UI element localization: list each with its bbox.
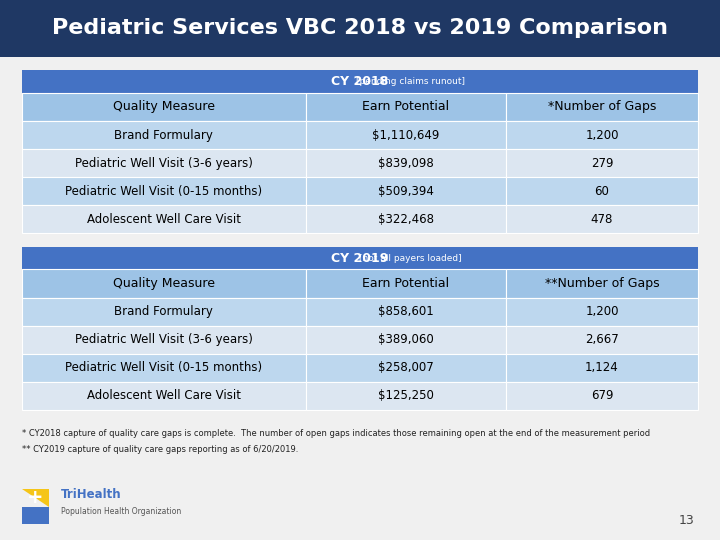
Text: +: +: [27, 488, 43, 508]
Bar: [22, 354, 306, 382]
Text: $858,601: $858,601: [378, 305, 433, 318]
Text: Pediatric Well Visit (3-6 years): Pediatric Well Visit (3-6 years): [75, 333, 253, 346]
Text: Pediatric Services VBC 2018 vs 2019 Comparison: Pediatric Services VBC 2018 vs 2019 Comp…: [52, 18, 668, 38]
Bar: [306, 121, 505, 149]
Bar: [306, 354, 505, 382]
Text: Pediatric Well Visit (3-6 years): Pediatric Well Visit (3-6 years): [75, 157, 253, 170]
Bar: [306, 269, 505, 298]
Bar: [505, 149, 698, 177]
Text: ** CY2019 capture of quality care gaps reporting as of 6/20/2019.: ** CY2019 capture of quality care gaps r…: [22, 445, 298, 454]
Bar: [505, 121, 698, 149]
Text: $258,007: $258,007: [378, 361, 433, 374]
Text: Earn Potential: Earn Potential: [362, 277, 449, 290]
Text: $1,110,649: $1,110,649: [372, 129, 439, 141]
Text: Pediatric Well Visit (0-15 months): Pediatric Well Visit (0-15 months): [66, 185, 262, 198]
Text: CY 2019: CY 2019: [331, 252, 389, 265]
Bar: [0, 0, 720, 57]
Bar: [22, 382, 306, 410]
Text: Quality Measure: Quality Measure: [113, 277, 215, 290]
Bar: [505, 298, 698, 326]
Text: 679: 679: [590, 389, 613, 402]
Bar: [306, 298, 505, 326]
Bar: [505, 326, 698, 354]
Bar: [306, 326, 505, 354]
Text: Brand Formulary: Brand Formulary: [114, 129, 213, 141]
Text: Population Health Organization: Population Health Organization: [61, 508, 181, 516]
Text: 1,124: 1,124: [585, 361, 618, 374]
Text: Brand Formulary: Brand Formulary: [114, 305, 213, 318]
Text: Adolescent Well Care Visit: Adolescent Well Care Visit: [86, 213, 240, 226]
Text: 279: 279: [590, 157, 613, 170]
Bar: [22, 247, 698, 269]
Bar: [22, 177, 306, 205]
Text: **Number of Gaps: **Number of Gaps: [544, 277, 660, 290]
Text: [pending claims runout]: [pending claims runout]: [356, 77, 465, 86]
Bar: [22, 70, 698, 93]
Text: Quality Measure: Quality Measure: [113, 100, 215, 113]
Bar: [22, 507, 49, 524]
Bar: [22, 269, 306, 298]
Text: CY 2018: CY 2018: [331, 75, 389, 88]
Bar: [22, 205, 306, 233]
Text: $839,098: $839,098: [378, 157, 433, 170]
Text: Earn Potential: Earn Potential: [362, 100, 449, 113]
Bar: [306, 382, 505, 410]
Bar: [505, 382, 698, 410]
Text: 13: 13: [679, 514, 695, 526]
Text: TriHealth: TriHealth: [61, 488, 122, 501]
Bar: [505, 354, 698, 382]
Text: 1,200: 1,200: [585, 129, 618, 141]
Text: Adolescent Well Care Visit: Adolescent Well Care Visit: [86, 389, 240, 402]
Bar: [306, 93, 505, 121]
Bar: [306, 177, 505, 205]
Bar: [306, 205, 505, 233]
Bar: [22, 298, 306, 326]
Bar: [22, 326, 306, 354]
Text: 60: 60: [595, 185, 609, 198]
Text: $389,060: $389,060: [378, 333, 433, 346]
Text: [not all payers loaded]: [not all payers loaded]: [359, 254, 462, 262]
Bar: [22, 93, 306, 121]
Text: *Number of Gaps: *Number of Gaps: [548, 100, 656, 113]
Text: 2,667: 2,667: [585, 333, 618, 346]
Bar: [505, 269, 698, 298]
Bar: [22, 149, 306, 177]
Text: * CY2018 capture of quality care gaps is complete.  The number of open gaps indi: * CY2018 capture of quality care gaps is…: [22, 429, 649, 438]
Text: $509,394: $509,394: [378, 185, 433, 198]
Bar: [505, 177, 698, 205]
Text: $322,468: $322,468: [378, 213, 433, 226]
Text: 478: 478: [591, 213, 613, 226]
Text: $125,250: $125,250: [378, 389, 433, 402]
Bar: [306, 149, 505, 177]
Bar: [505, 205, 698, 233]
Text: 1,200: 1,200: [585, 305, 618, 318]
Bar: [505, 93, 698, 121]
Bar: [22, 121, 306, 149]
Polygon shape: [22, 489, 49, 507]
Text: Pediatric Well Visit (0-15 months): Pediatric Well Visit (0-15 months): [66, 361, 262, 374]
